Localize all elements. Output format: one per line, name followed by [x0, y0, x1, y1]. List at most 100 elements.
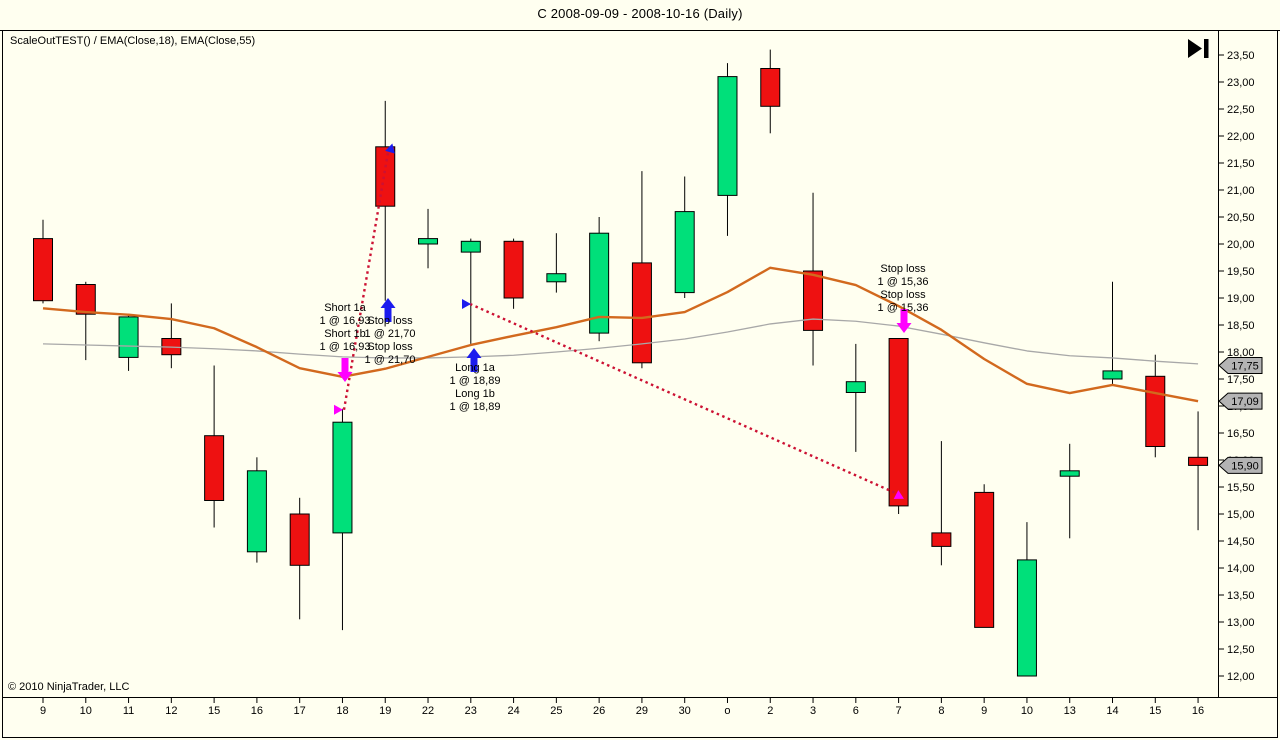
- candle-body: [246, 470, 267, 553]
- time-tick-label: 24: [507, 705, 519, 717]
- long-exit-label-line: 1 @ 15,36: [878, 276, 929, 288]
- candle: [246, 457, 267, 563]
- short-exit-label-line: 1 @ 21,70: [365, 354, 416, 366]
- short-stop-fill-marker: [385, 143, 395, 154]
- candle-body: [204, 435, 225, 502]
- candle-body: [418, 238, 439, 245]
- candle-body: [332, 421, 353, 534]
- time-tick-label: 13: [1064, 705, 1076, 717]
- long-entry-label-line: 1 @ 18,89: [450, 375, 501, 387]
- price-tick-label: 22,00: [1227, 131, 1255, 143]
- short-trade-line: [342, 151, 390, 410]
- candle-body: [33, 238, 53, 302]
- price-tick-label: 12,50: [1227, 644, 1255, 656]
- time-tick-label: 17: [294, 705, 306, 717]
- price-tick-label: 17,50: [1227, 374, 1255, 386]
- candle-body: [1145, 375, 1166, 447]
- candle: [674, 176, 695, 298]
- time-tick-label: 25: [550, 705, 562, 717]
- price-tick-label: 14,50: [1227, 536, 1255, 548]
- candle: [974, 484, 995, 628]
- candle-body: [75, 284, 96, 315]
- candle: [631, 171, 652, 369]
- candle: [1102, 281, 1123, 385]
- price-tick-label: 14,00: [1227, 563, 1255, 575]
- candle: [546, 233, 567, 293]
- price-tick-label: 20,50: [1227, 212, 1255, 224]
- time-tick-label: 16: [251, 705, 263, 717]
- candle: [589, 217, 610, 342]
- end-bar: [1204, 39, 1209, 58]
- time-tick-label: 23: [465, 705, 477, 717]
- candle: [931, 441, 952, 566]
- price-marker-box: [1218, 456, 1263, 474]
- price-tick-label: 22,50: [1227, 104, 1255, 116]
- ema18-line: [42, 266, 1199, 403]
- candle-body: [589, 232, 610, 334]
- long-entry-label-line: Long 1a: [455, 362, 496, 374]
- time-tick-label: 15: [1149, 705, 1161, 717]
- candle: [1016, 522, 1037, 677]
- time-tick-label: 30: [679, 705, 691, 717]
- time-tick-label: 16: [1192, 705, 1204, 717]
- time-tick-label: 9: [981, 705, 987, 717]
- price-marker-box: [1218, 392, 1263, 410]
- candle-body: [1059, 470, 1080, 477]
- time-tick-label: 15: [208, 705, 220, 717]
- price-tick-label: 15,50: [1227, 482, 1255, 494]
- indicator-label: ScaleOutTEST() / EMA(Close,18), EMA(Clos…: [10, 35, 256, 47]
- price-marker-label: 17,09: [1231, 396, 1259, 408]
- price-tick-label: 21,50: [1227, 158, 1255, 170]
- candle-body: [1016, 559, 1037, 677]
- candle: [204, 365, 225, 528]
- candle-body: [1188, 456, 1209, 466]
- time-tick-label: 18: [336, 705, 348, 717]
- time-axis[interactable]: 9 10 11 12 15 16 17 18 19 22 23 24 25 26 29 30 o 2 3 6 7 8 9 10…: [40, 697, 1204, 717]
- long-signal-arrow-2: [466, 348, 482, 372]
- price-tick-label: 13,50: [1227, 590, 1255, 602]
- price-tick-label: 23,50: [1227, 50, 1255, 62]
- price-marker-label: 15,90: [1231, 460, 1259, 472]
- time-tick-label: 29: [636, 705, 648, 717]
- price-marker-label: 17,75: [1231, 361, 1259, 373]
- candle-body: [118, 316, 139, 358]
- skip-to-end-icon[interactable]: [1188, 39, 1209, 58]
- candle: [1059, 443, 1080, 539]
- last-price-marker: 15,90: [1218, 456, 1263, 474]
- time-tick-label: 19: [379, 705, 391, 717]
- candle-body: [631, 262, 652, 364]
- ema55-value-marker: 17,75: [1218, 357, 1263, 374]
- long-trade-line: [469, 302, 900, 496]
- candle: [1188, 411, 1209, 531]
- time-tick-label: 11: [123, 705, 134, 717]
- short-entry-arrow: [337, 358, 353, 382]
- long-stop-fill-marker: [893, 490, 904, 499]
- time-tick-label: o: [724, 705, 730, 717]
- candles-layer: [33, 49, 1209, 677]
- candle-body: [845, 381, 866, 394]
- price-tick-label: 19,00: [1227, 293, 1255, 305]
- candle: [375, 100, 396, 301]
- time-tick-label: 8: [938, 705, 944, 717]
- price-axis[interactable]: 23,50 23,00 22,50 22,00 21,50 21,00 20,50 20,00…: [1218, 50, 1255, 683]
- short-exit-label-line: Stop loss: [367, 315, 413, 327]
- price-tick-label: 19,50: [1227, 266, 1255, 278]
- candle-body: [1102, 370, 1123, 380]
- play-triangle: [1188, 39, 1202, 58]
- price-tick-label: 16,50: [1227, 428, 1255, 440]
- time-tick-label: 22: [422, 705, 434, 717]
- candle: [760, 49, 781, 134]
- long-signal-arrow-1: [380, 298, 396, 322]
- price-tick-label: 18,00: [1227, 347, 1255, 359]
- time-tick-label: 10: [80, 705, 92, 717]
- long-exit-label-line: Stop loss: [880, 289, 926, 301]
- candle-body: [717, 76, 738, 196]
- short-exit-label-line: Stop loss: [367, 341, 413, 353]
- candle-body: [803, 270, 824, 331]
- price-tick-label: 20,00: [1227, 239, 1255, 251]
- time-tick-label: 7: [896, 705, 902, 717]
